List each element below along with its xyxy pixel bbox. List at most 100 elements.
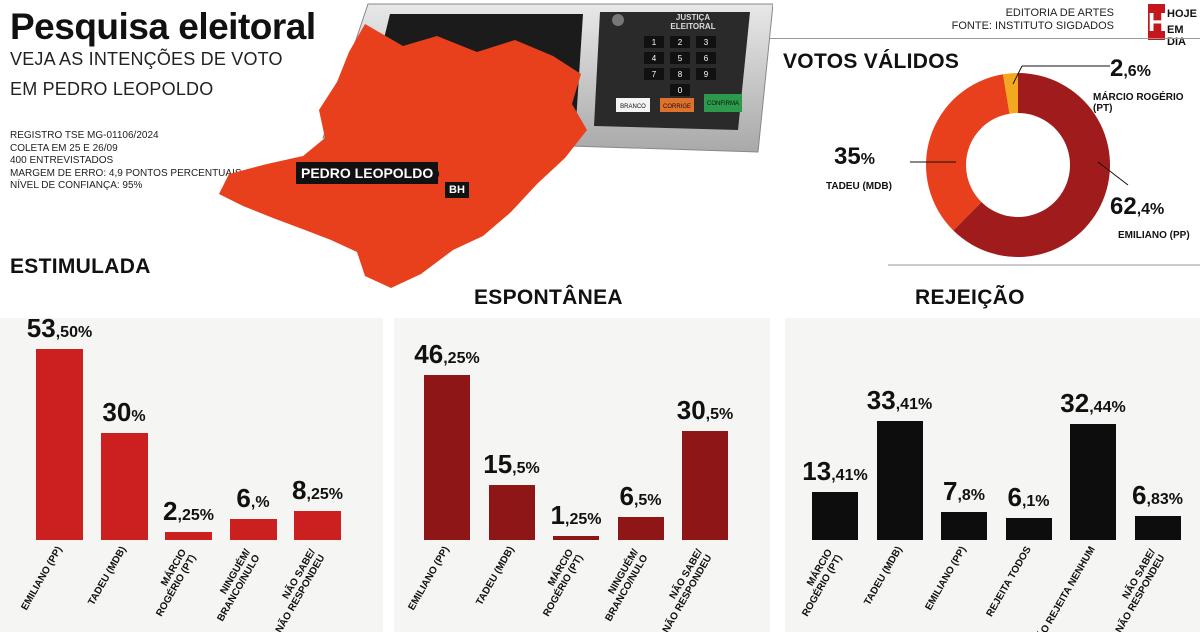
rejeicao-chart: 13,41% MÁRCIO ROGÉRIO (PT) 33,41% TADEU (MD… <box>785 318 1200 632</box>
bar <box>1005 518 1052 540</box>
urn-key-label: 6 <box>704 54 709 63</box>
bar-category-label: EMILIANO (PP) <box>923 544 969 613</box>
leader-line-emiliano <box>1097 161 1129 186</box>
bar-value-dec: ,25% <box>565 510 602 528</box>
urn-corrige-key <box>660 98 694 112</box>
logo-letter: H <box>1148 4 1167 40</box>
bar-value-int: 13 <box>802 456 832 487</box>
votos-validos-donut-chart <box>888 65 1200 266</box>
subtitle-line-1: VEJA AS INTENÇÕES DE VOTO <box>10 49 283 69</box>
bar-value-int: 33 <box>866 384 896 415</box>
urn-key-label: 3 <box>704 38 709 47</box>
urn-key-label: 2 <box>678 38 683 47</box>
urn-brand-line-1: JUSTIÇA <box>676 13 710 22</box>
bar-value-int: 53 <box>26 318 56 344</box>
bar-value-label: 30% <box>76 397 173 428</box>
urn-confirma-label: CONFIRMA <box>707 101 739 107</box>
bar-value-dec: ,5% <box>705 406 734 424</box>
bar-value-int: 6 <box>619 480 634 511</box>
donut-name-marcio: MÁRCIO ROGÉRIO (PT) <box>1093 92 1184 114</box>
bar <box>812 492 858 540</box>
bar-category-label: NÃO REJEITA NENHUM <box>1031 544 1098 632</box>
bar-value-label: 6,83% <box>1110 480 1200 511</box>
urn-key-label: 5 <box>678 54 683 63</box>
bar <box>424 375 470 540</box>
estimulada-title: ESTIMULADA <box>10 255 151 278</box>
logo-word-hoje: HOJE <box>1167 8 1197 20</box>
bar-category-label: TADEU (MDB) <box>473 544 517 608</box>
hoje-em-dia-logo: H HOJE EM DIA <box>1148 4 1197 48</box>
donut-name-emiliano: EMILIANO (PP) <box>1118 230 1190 241</box>
bar-value-dec: ,5% <box>512 459 540 477</box>
subtitle-line-2: EM PEDRO LEOPOLDO <box>10 79 214 99</box>
map-label-bh: BH <box>445 182 469 198</box>
urn-key <box>670 68 690 80</box>
bar-value-label: 7,8% <box>916 476 1012 507</box>
bar <box>682 431 728 540</box>
bar-value-int: 6 <box>1132 479 1147 510</box>
bar-category-label: MÁRCIO ROGÉRIO (PT) <box>153 547 199 619</box>
meta-confianca: NÍVEL DE CONFIANÇA: 95% <box>10 180 143 191</box>
urn-key <box>670 52 690 64</box>
donut-label-emiliano: 62,4% <box>1110 193 1165 220</box>
bar-value-int: 6 <box>1007 482 1022 513</box>
donut-name-tadeu: TADEU (MDB) <box>826 181 892 192</box>
bar-category-label: TADEU (MDB) <box>861 544 905 608</box>
bar-value-label: 8,25% <box>269 475 366 506</box>
bar-value-dec: ,8% <box>957 487 986 505</box>
donut-slice-tadeu <box>926 74 1010 231</box>
bar <box>36 349 83 540</box>
bar-value-int: 30 <box>676 395 706 426</box>
urn-branco-key <box>616 98 650 112</box>
urn-key-label: 7 <box>652 70 657 79</box>
bar-value-label: 13,41% <box>787 456 883 487</box>
bar <box>941 512 987 540</box>
donut-slice-emiliano <box>953 73 1110 257</box>
donut-label-tadeu: 35% <box>834 143 875 170</box>
header-divider <box>745 38 1200 39</box>
urn-key-label: 0 <box>678 86 683 95</box>
bar-value-int: 30 <box>102 397 132 428</box>
bar-value-label: 1,25% <box>528 500 624 531</box>
bar <box>1070 424 1116 540</box>
urn-key <box>670 84 690 96</box>
urn-corrige-label: CORRIGE <box>663 104 691 110</box>
bar <box>488 484 535 540</box>
urn-key <box>644 36 664 48</box>
bar-category-label: REJEITA TODOS <box>984 544 1034 619</box>
bar-value-dec: ,41% <box>895 395 933 413</box>
bar-value-dec: ,25% <box>306 485 343 503</box>
leader-line-marcio <box>1012 65 1023 85</box>
bar-category-label: TADEU (MDB) <box>86 544 129 608</box>
bar-value-dec: ,25% <box>443 350 480 368</box>
bar-value-dec: ,44% <box>1089 399 1126 417</box>
minas-gerais-shape <box>219 24 587 288</box>
bar-value-dec: ,1% <box>1021 493 1050 511</box>
credits: EDITORIA DE ARTES FONTE: INSTITUTO SIGDA… <box>952 7 1114 33</box>
urn-key <box>670 36 690 48</box>
bar-value-dec: ,83% <box>1146 490 1183 508</box>
bar-value-dec: ,5% <box>633 491 662 509</box>
urn-key-label: 4 <box>652 54 657 63</box>
credit-fonte: FONTE: INSTITUTO SIGDADOS <box>951 20 1114 32</box>
bar <box>294 510 341 540</box>
bar-value-int: 2 <box>163 495 178 526</box>
estimulada-chart: 53,50% EMILIANO (PP) 30% TADEU (MDB) 2,25% MÁ… <box>0 318 383 632</box>
bar-value-dec: ,% <box>250 493 270 511</box>
survey-metadata: REGISTRO TSE MG-01106/2024 COLETA EM 25 … <box>10 130 242 193</box>
urn-keypad: 1 2 3 4 5 6 7 8 9 0 <box>644 36 716 96</box>
bar-value-int: 32 <box>1060 388 1090 419</box>
bar-value-dec: % <box>131 408 146 426</box>
bar-value-dec: ,25% <box>177 506 214 524</box>
page-title: Pesquisa eleitoral <box>10 6 316 47</box>
bar-value-dec: ,50% <box>55 324 93 342</box>
urn-key-label: 1 <box>652 38 657 47</box>
meta-margem: MARGEM DE ERRO: 4,9 PONTOS PERCENTUAIS <box>10 167 242 179</box>
urn-key <box>644 68 664 80</box>
bar <box>229 518 277 540</box>
meta-registro: REGISTRO TSE MG-01106/2024 <box>10 130 159 141</box>
minas-gerais-map <box>219 24 587 288</box>
bar <box>1134 515 1181 540</box>
bar-value-label: 6,5% <box>593 481 689 512</box>
bar-value-label: 30,5% <box>657 395 753 426</box>
